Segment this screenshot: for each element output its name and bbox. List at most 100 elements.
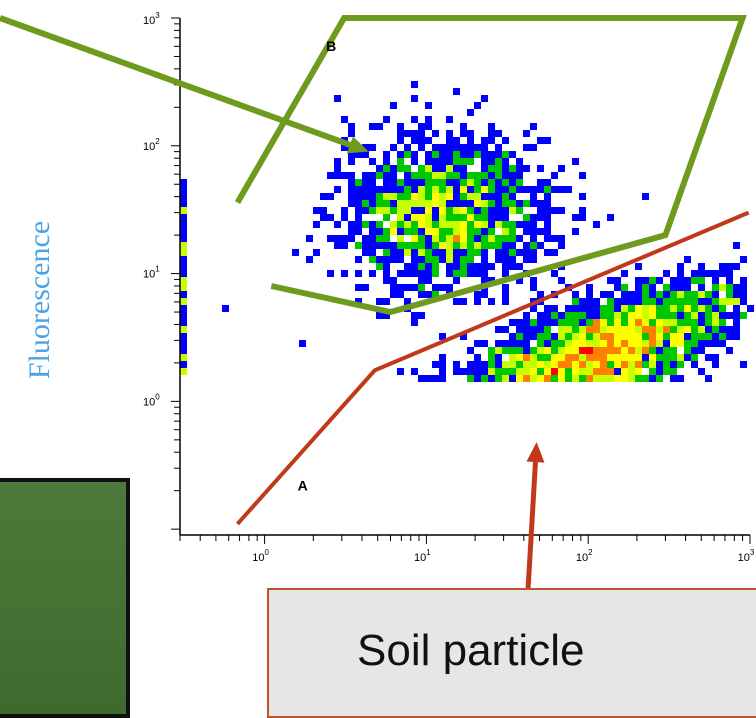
density-cell [516,249,523,256]
density-cell [334,165,341,172]
density-cell [348,228,355,235]
density-cell [425,214,432,221]
density-cell [628,305,635,312]
density-cell [635,361,642,368]
density-cell [369,256,376,263]
density-cell [418,186,425,193]
density-cell [376,186,383,193]
density-cell [432,186,439,193]
density-cell [544,340,551,347]
density-cell [635,354,642,361]
density-cell [446,235,453,242]
density-cell [411,179,418,186]
density-cell [446,151,453,158]
density-cell [481,144,488,151]
density-cell [740,277,747,284]
density-cell [572,298,579,305]
density-cell [348,130,355,137]
density-cell [397,158,404,165]
density-cell [516,200,523,207]
density-cell [614,277,621,284]
density-cell [656,347,663,354]
density-cell [572,158,579,165]
density-cell [495,151,502,158]
density-cell [383,151,390,158]
density-cell [453,186,460,193]
density-cell [614,284,621,291]
density-cell [446,200,453,207]
density-cell [467,228,474,235]
density-cell [586,368,593,375]
density-cell [180,277,187,284]
density-cell [586,361,593,368]
density-cell [530,277,537,284]
density-cell [502,165,509,172]
density-cell [446,130,453,137]
density-cell [467,256,474,263]
density-cell [579,361,586,368]
density-cell [670,305,677,312]
density-cell [180,193,187,200]
density-cell [474,375,481,382]
density-cell [572,228,579,235]
density-cell [509,207,516,214]
density-cell [180,368,187,375]
x-tick-label: 101 [414,548,431,564]
density-cell [355,179,362,186]
density-cell [467,242,474,249]
density-cell [432,375,439,382]
density-cell [369,270,376,277]
density-cell [544,235,551,242]
density-cell [509,235,516,242]
density-cell [544,186,551,193]
density-cell [348,172,355,179]
density-cell [691,347,698,354]
density-cell [383,263,390,270]
density-cell [649,347,656,354]
density-cell [474,354,481,361]
density-cell [474,193,481,200]
density-cell [369,123,376,130]
density-layer [180,81,754,382]
density-cell [516,179,523,186]
density-cell [635,312,642,319]
density-cell [397,193,404,200]
density-cell [495,207,502,214]
density-cell [677,284,684,291]
density-cell [411,249,418,256]
density-cell [544,361,551,368]
density-cell [474,298,481,305]
density-cell [369,235,376,242]
density-cell [628,354,635,361]
region-label-a: A [298,478,308,494]
density-cell [502,347,509,354]
density-cell [600,368,607,375]
density-cell [551,270,558,277]
soil-particle-arrow-head [526,442,545,463]
density-cell [523,361,530,368]
density-cell [572,361,579,368]
density-cell [733,312,740,319]
density-cell [355,207,362,214]
density-cell [516,326,523,333]
density-cell [656,333,663,340]
density-cell [362,221,369,228]
density-cell [180,270,187,277]
density-cell [656,340,663,347]
density-cell [586,312,593,319]
density-cell [418,375,425,382]
density-cell [677,326,684,333]
density-cell [607,347,614,354]
density-cell [558,207,565,214]
density-cell [565,319,572,326]
density-cell [502,263,509,270]
density-cell [362,249,369,256]
density-cell [642,277,649,284]
y-axis-label-container: Fluorescence [16,160,64,440]
density-cell [607,375,614,382]
density-cell [551,235,558,242]
density-cell [600,354,607,361]
density-cell [432,172,439,179]
density-cell [474,200,481,207]
density-cell [460,263,467,270]
